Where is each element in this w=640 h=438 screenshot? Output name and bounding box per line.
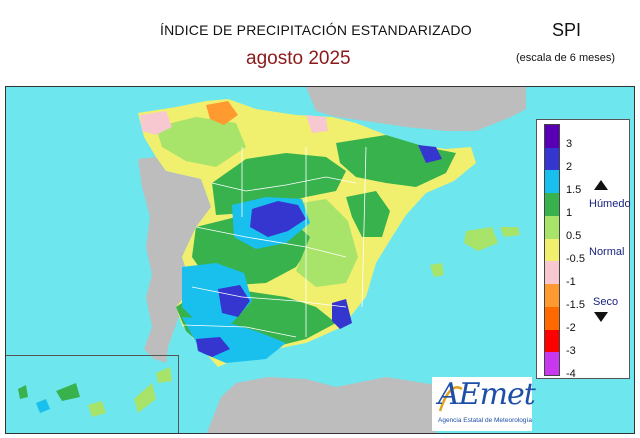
canary-islands bbox=[18, 367, 172, 417]
menorca bbox=[500, 227, 520, 237]
portugal-land bbox=[138, 157, 211, 363]
mallorca bbox=[464, 227, 498, 251]
blue-core-southwest bbox=[218, 285, 250, 317]
legend-tick: -1.5 bbox=[566, 299, 585, 311]
pink-region-north-2 bbox=[306, 115, 328, 133]
ibiza bbox=[430, 263, 444, 277]
logo-swoosh-icon bbox=[438, 386, 463, 412]
wet-arrow-icon bbox=[594, 180, 608, 190]
logo-tagline: Agencia Estatal de Meteorología bbox=[438, 417, 532, 424]
legend-swatch bbox=[545, 352, 559, 376]
blue-core-southeast bbox=[332, 299, 352, 329]
legend-swatch bbox=[545, 147, 559, 171]
africa-land bbox=[206, 377, 436, 433]
logo-wordmark: AEmet bbox=[438, 377, 536, 412]
legend-tick: 1.5 bbox=[566, 184, 582, 196]
map-title: ÍNDICE DE PRECIPITACIÓN ESTANDARIZADO bbox=[160, 22, 472, 38]
index-name: SPI bbox=[552, 20, 582, 40]
orange-region-north bbox=[206, 101, 238, 125]
region-borders bbox=[181, 146, 367, 338]
legend-swatch bbox=[545, 170, 559, 194]
blue-core-northeast bbox=[418, 145, 442, 163]
legend-category-normal: Normal bbox=[589, 246, 625, 258]
dry-arrow-icon bbox=[594, 312, 608, 322]
legend-tick: 2 bbox=[566, 161, 573, 173]
legend-swatch bbox=[545, 215, 559, 239]
lightgreen-region-2 bbox=[156, 117, 246, 167]
pink-region-north bbox=[140, 111, 172, 135]
legend-colorbar bbox=[544, 124, 560, 376]
legend-tick: -1 bbox=[566, 276, 576, 288]
legend-category-wet: Húmedo bbox=[589, 198, 631, 210]
aemet-logo: AEmet Agencia Estatal de Meteorología bbox=[432, 377, 536, 431]
legend-tick: -0.5 bbox=[566, 253, 585, 265]
blue-core-south bbox=[196, 337, 230, 357]
canary-inset-frame bbox=[6, 355, 179, 433]
legend: 3 2 1.5 1 0.5 -0.5 -1 -1.5 -2 -3 -4 Húme… bbox=[536, 119, 631, 380]
green-region-east bbox=[346, 191, 390, 237]
legend-swatch bbox=[545, 284, 559, 307]
legend-tick: 1 bbox=[566, 207, 573, 219]
france-land bbox=[306, 87, 526, 131]
blue-core-center bbox=[250, 201, 306, 237]
legend-tick: -3 bbox=[566, 345, 576, 357]
legend-swatch bbox=[545, 238, 559, 262]
map-canvas bbox=[6, 87, 634, 433]
map-subtitle: agosto 2025 bbox=[246, 48, 351, 69]
scale-note: (escala de 6 meses) bbox=[516, 52, 616, 64]
legend-tick: -4 bbox=[566, 368, 576, 380]
legend-swatch bbox=[545, 329, 559, 353]
legend-swatch bbox=[545, 125, 559, 148]
legend-swatch bbox=[545, 306, 559, 330]
legend-tick: -2 bbox=[566, 322, 576, 334]
legend-swatch bbox=[545, 193, 559, 216]
map-frame: 3 2 1.5 1 0.5 -0.5 -1 -1.5 -2 -3 -4 Húme… bbox=[5, 86, 635, 434]
green-region-north bbox=[212, 153, 346, 215]
legend-tick: 3 bbox=[566, 138, 573, 150]
legend-swatch bbox=[545, 261, 559, 285]
legend-tick: 0.5 bbox=[566, 230, 582, 242]
legend-category-dry: Seco bbox=[593, 296, 619, 308]
